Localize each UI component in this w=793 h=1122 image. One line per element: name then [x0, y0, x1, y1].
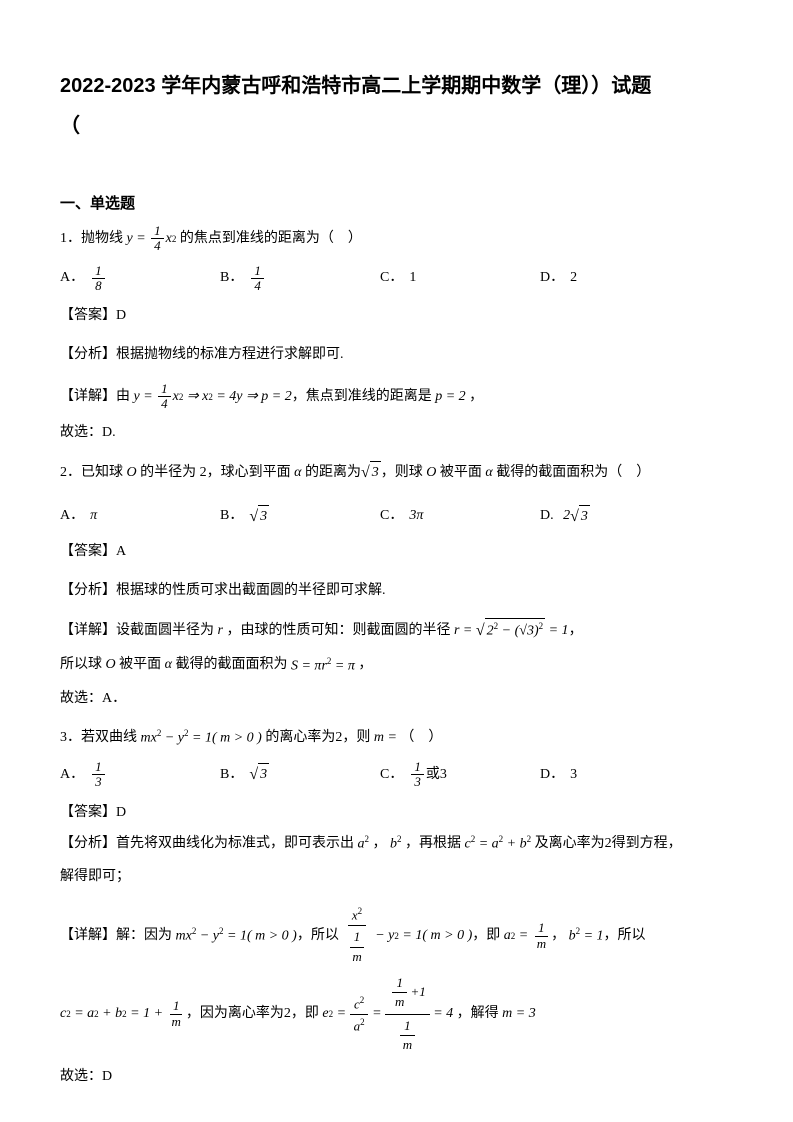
q2-detail: 【详解】设截面圆半径为 r ，由球的性质可知：则截面圆的半径 r = √22 −…: [60, 618, 733, 644]
page-title: 2022-2023 学年内蒙古呼和浩特市高二上学期期中数学（理））试题: [60, 70, 733, 102]
q1-options: A．18 B．14 C．1 D．2: [60, 264, 733, 294]
q3-opt-c: C．13或3: [380, 760, 540, 790]
q3-conclusion: 故选：D: [60, 1066, 733, 1088]
q2-opt-c: C．3π: [380, 504, 540, 530]
q1-conclusion: 故选：D.: [60, 422, 733, 444]
q3-answer: 【答案】D: [60, 802, 733, 824]
q3-analysis: 【分析】首先将双曲线化为标准式，即可表示出 a2 ， b2 ，再根据 c2 = …: [60, 832, 733, 856]
q1-stem: 1．抛物线 y = 14x2 的焦点到准线的距离为（ ）: [60, 224, 733, 254]
q1-opt-c: C．1: [380, 264, 540, 294]
q2-detail-2: 所以球 O 被平面 α 截得的截面面积为 S = πr2 = π ，: [60, 654, 733, 678]
q1-opt-d: D．2: [540, 264, 700, 294]
q2-answer: 【答案】A: [60, 541, 733, 563]
q2-options: A．π B．√3 C．3π D. 2√3: [60, 504, 733, 530]
section-header: 一、单选题: [60, 192, 733, 216]
title-paren: （: [60, 110, 733, 142]
q1-opt-b: B．14: [220, 264, 380, 294]
q2-conclusion: 故选：A．: [60, 688, 733, 710]
q3-options: A．13 B．√3 C．13或3 D．3: [60, 760, 733, 790]
q3-stem: 3．若双曲线 mx2 − y2 = 1( m > 0 ) 的离心率为2，则 m …: [60, 726, 733, 750]
q2-stem: 2．已知球 O 的半径为 2，球心到平面 α 的距离为 √3 ，则球 O 被平面…: [60, 460, 733, 486]
q1-answer: 【答案】D: [60, 305, 733, 327]
q2-opt-b: B．√3: [220, 504, 380, 530]
q1-opt-a: A．18: [60, 264, 220, 294]
q2-opt-a: A．π: [60, 504, 220, 530]
q3-opt-d: D．3: [540, 760, 700, 790]
q3-analysis-2: 解得即可；: [60, 866, 733, 888]
q1-analysis: 【分析】根据抛物线的标准方程进行求解即可.: [60, 344, 733, 366]
q1-detail: 【详解】由 y = 14x2 ⇒ x2 = 4y ⇒ p = 2 ，焦点到准线的…: [60, 382, 733, 412]
q2-analysis: 【分析】根据球的性质可求出截面圆的半径即可求解.: [60, 580, 733, 602]
q3-detail-2: c2 = a2 + b2 = 1 + 1m ，因为离心率为2，即 e2 = c2…: [60, 972, 733, 1056]
q3-opt-b: B．√3: [220, 760, 380, 790]
q3-detail: 【详解】解：因为 mx2 − y2 = 1( m > 0 ) ，所以 x2 1m…: [60, 904, 733, 968]
q2-opt-d: D. 2√3: [540, 504, 700, 530]
q3-opt-a: A．13: [60, 760, 220, 790]
